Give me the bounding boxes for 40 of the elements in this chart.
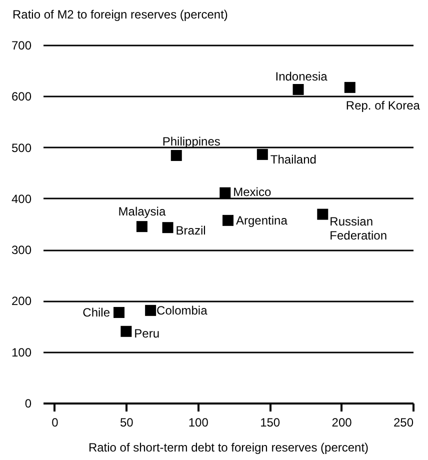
point [145, 304, 156, 316]
point [170, 150, 182, 161]
series-label: Argentina [236, 213, 288, 228]
y-tick-label: 400 [11, 192, 32, 206]
series-label: Rep. of Korea [346, 98, 420, 112]
x-tick-label: 100 [188, 416, 209, 430]
point [120, 326, 132, 337]
point [162, 222, 174, 234]
series-label: Russian Federation [330, 214, 388, 242]
point [256, 148, 268, 160]
x-axis-title: Ratio of short-term debt to foreign reserves (percent) [88, 440, 369, 454]
point [114, 306, 125, 318]
y-axis-title: Ratio of M2 to foreign reserves (percent) [12, 8, 228, 22]
series-label: Thailand [270, 152, 316, 166]
series-label: Peru [134, 326, 160, 340]
x-tick-label: 0 [52, 416, 59, 430]
series-label: Malaysia [118, 204, 166, 219]
x-tick-label: 50 [120, 416, 134, 430]
x-tick-label: 200 [332, 416, 352, 430]
series-label: Chile [82, 305, 110, 320]
y-tick-label: 0 [24, 396, 32, 410]
series-label: Philippines [162, 134, 220, 148]
point [317, 208, 328, 220]
series-label: Indonesia [275, 69, 328, 84]
point [292, 84, 304, 95]
y-tick-label: 700 [11, 38, 32, 52]
y-tick-label: 600 [11, 90, 32, 104]
point [344, 82, 356, 93]
point [220, 187, 231, 198]
y-tick-label: 100 [11, 345, 32, 360]
series-label: Mexico [233, 184, 272, 199]
series-label: Brazil [176, 224, 206, 238]
y-tick-label: 200 [11, 294, 32, 308]
x-tick-label: 250 [393, 416, 414, 430]
x-tick-label: 150 [260, 416, 280, 430]
y-tick-label: 500 [11, 140, 32, 155]
series-label: Colombia [156, 303, 208, 318]
point [136, 221, 148, 232]
y-tick-label: 300 [11, 243, 32, 258]
point [222, 214, 234, 226]
